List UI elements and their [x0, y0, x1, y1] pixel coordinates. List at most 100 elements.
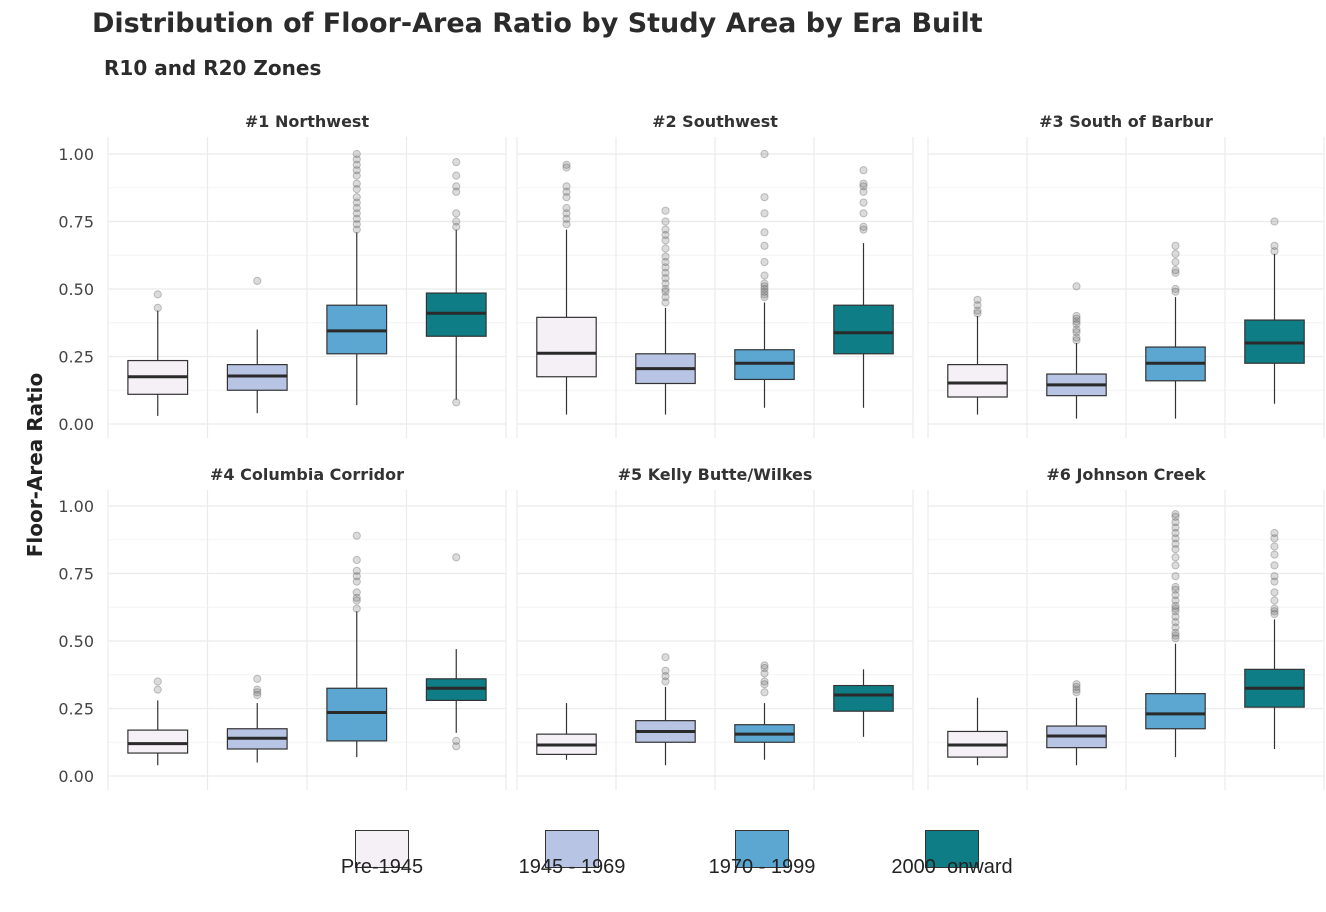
outlier-1-northwest-2000-onward	[452, 398, 461, 407]
outlier-1-northwest-1970-1999	[352, 193, 361, 202]
outlier-6-johnson-creek-2000-onward	[1270, 550, 1279, 559]
panel-title-3-south-of-barbur: #3 South of Barbur	[1039, 112, 1213, 131]
outlier-2-southwest-pre-1945	[562, 193, 571, 202]
outlier-1-northwest-pre-1945	[153, 303, 162, 312]
outlier-1-northwest-1970-1999	[352, 160, 361, 169]
outlier-2-southwest-1945-1969	[661, 225, 670, 234]
outlier-2-southwest-1970-1999	[760, 287, 769, 296]
chart-subtitle: R10 and R20 Zones	[104, 56, 322, 80]
outlier-6-johnson-creek-1945-1969	[1072, 682, 1081, 692]
outlier-6-johnson-creek-2000-onward	[1270, 588, 1279, 597]
outlier-2-southwest-2000-onward	[859, 209, 868, 218]
outlier-3-south-of-barbur-1970-1999	[1171, 284, 1180, 294]
outlier-6-johnson-creek-1970-1999	[1171, 572, 1180, 581]
y-tick-label: 0.00	[58, 415, 94, 434]
outlier-2-southwest-1970-1999	[760, 241, 769, 250]
outlier-3-south-of-barbur-2000-onward	[1270, 217, 1279, 226]
outlier-6-johnson-creek-2000-onward	[1270, 561, 1279, 570]
outlier-2-southwest-2000-onward	[859, 187, 868, 196]
outlier-1-northwest-1970-1999	[352, 225, 361, 234]
outlier-6-johnson-creek-1970-1999	[1171, 604, 1180, 613]
outlier-6-johnson-creek-1970-1999	[1171, 591, 1180, 600]
y-tick-label: 0.25	[58, 700, 94, 719]
outlier-4-columbia-corridor-1970-1999	[352, 555, 361, 565]
outlier-4-columbia-corridor-1970-1999	[352, 588, 361, 597]
outlier-2-southwest-1970-1999	[760, 228, 769, 237]
outlier-5-kelly-butte-wilkes-1970-1999	[760, 677, 769, 686]
outlier-3-south-of-barbur-1945-1969	[1072, 320, 1081, 329]
outlier-4-columbia-corridor-1945-1969	[253, 690, 262, 700]
outlier-1-northwest-1970-1999	[352, 155, 361, 164]
outlier-3-south-of-barbur-1970-1999	[1171, 266, 1180, 275]
y-tick-label: 0.50	[58, 280, 94, 299]
outlier-3-south-of-barbur-2000-onward	[1270, 247, 1279, 256]
outlier-3-south-of-barbur-pre-1945	[973, 301, 982, 310]
outlier-2-southwest-1945-1969	[661, 236, 670, 245]
outlier-1-northwest-2000-onward	[452, 171, 461, 180]
outlier-6-johnson-creek-1970-1999	[1171, 523, 1180, 532]
box-2-southwest-pre-1945	[536, 316, 597, 378]
outlier-3-south-of-barbur-1945-1969	[1072, 311, 1081, 321]
outlier-2-southwest-2000-onward	[859, 225, 868, 234]
panel-title-1-northwest: #1 Northwest	[245, 112, 370, 131]
outlier-6-johnson-creek-2000-onward	[1270, 572, 1279, 581]
outlier-6-johnson-creek-2000-onward	[1270, 596, 1279, 605]
outlier-4-columbia-corridor-pre-1945	[153, 685, 162, 694]
outlier-5-kelly-butte-wilkes-1945-1969	[661, 672, 670, 681]
outlier-1-northwest-1970-1999	[352, 166, 361, 175]
outlier-6-johnson-creek-1970-1999	[1171, 518, 1180, 527]
outlier-3-south-of-barbur-1945-1969	[1072, 328, 1081, 337]
outlier-1-northwest-1970-1999	[352, 209, 361, 218]
outlier-4-columbia-corridor-1945-1969	[253, 674, 262, 683]
outlier-1-northwest-2000-onward	[452, 209, 461, 218]
outlier-6-johnson-creek-1970-1999	[1171, 612, 1180, 621]
outlier-2-southwest-1945-1969	[661, 279, 670, 288]
outlier-6-johnson-creek-1970-1999	[1171, 628, 1180, 638]
outlier-2-southwest-1970-1999	[760, 282, 769, 291]
outlier-4-columbia-corridor-1970-1999	[352, 604, 361, 613]
outlier-6-johnson-creek-1970-1999	[1171, 596, 1180, 605]
outlier-6-johnson-creek-1970-1999	[1171, 601, 1180, 611]
outlier-6-johnson-creek-1970-1999	[1171, 634, 1180, 643]
outlier-1-northwest-2000-onward	[452, 217, 461, 226]
outlier-1-northwest-2000-onward	[452, 187, 461, 196]
outlier-1-northwest-pre-1945	[153, 290, 162, 299]
outlier-5-kelly-butte-wilkes-1970-1999	[760, 663, 769, 673]
outlier-3-south-of-barbur-1945-1969	[1072, 325, 1081, 334]
outlier-2-southwest-1945-1969	[661, 257, 670, 267]
outlier-3-south-of-barbur-1945-1969	[1072, 336, 1081, 345]
outlier-4-columbia-corridor-1970-1999	[352, 566, 361, 575]
y-tick-label: 0.50	[58, 632, 94, 651]
outlier-6-johnson-creek-2000-onward	[1270, 542, 1279, 551]
outlier-2-southwest-1970-1999	[760, 279, 769, 288]
outlier-6-johnson-creek-1970-1999	[1171, 618, 1180, 627]
outlier-4-columbia-corridor-2000-onward	[452, 553, 461, 562]
outlier-6-johnson-creek-1970-1999	[1171, 539, 1180, 548]
outlier-5-kelly-butte-wilkes-1945-1969	[661, 677, 670, 686]
box-4-columbia-corridor-pre-1945	[127, 729, 189, 754]
outlier-6-johnson-creek-1970-1999	[1171, 509, 1180, 519]
outlier-3-south-of-barbur-2000-onward	[1270, 241, 1279, 250]
outlier-2-southwest-1945-1969	[661, 274, 670, 283]
y-tick-label: 1.00	[58, 497, 94, 516]
outlier-5-kelly-butte-wilkes-1970-1999	[760, 688, 769, 697]
outlier-6-johnson-creek-1945-1969	[1072, 680, 1081, 689]
legend-label-pre-1945: Pre-1945	[340, 856, 424, 878]
panel-title-2-southwest: #2 Southwest	[652, 112, 778, 131]
outlier-2-southwest-1970-1999	[760, 293, 769, 302]
outlier-4-columbia-corridor-pre-1945	[153, 677, 162, 686]
outlier-2-southwest-1945-1969	[661, 293, 670, 302]
outlier-6-johnson-creek-2000-onward	[1270, 609, 1279, 619]
outlier-3-south-of-barbur-1970-1999	[1171, 241, 1180, 250]
outlier-6-johnson-creek-1970-1999	[1171, 585, 1180, 594]
outlier-6-johnson-creek-2000-onward	[1270, 528, 1279, 538]
box-3-south-of-barbur-pre-1945	[947, 364, 1008, 398]
outlier-1-northwest-1970-1999	[352, 214, 361, 223]
outlier-4-columbia-corridor-2000-onward	[452, 736, 461, 746]
panel-title-4-columbia-corridor: #4 Columbia Corridor	[210, 465, 404, 484]
outlier-2-southwest-pre-1945	[562, 209, 571, 218]
outlier-5-kelly-butte-wilkes-1970-1999	[760, 680, 769, 689]
outlier-2-southwest-2000-onward	[859, 182, 868, 191]
outlier-4-columbia-corridor-1970-1999	[352, 577, 361, 586]
outlier-3-south-of-barbur-pre-1945	[973, 309, 982, 318]
